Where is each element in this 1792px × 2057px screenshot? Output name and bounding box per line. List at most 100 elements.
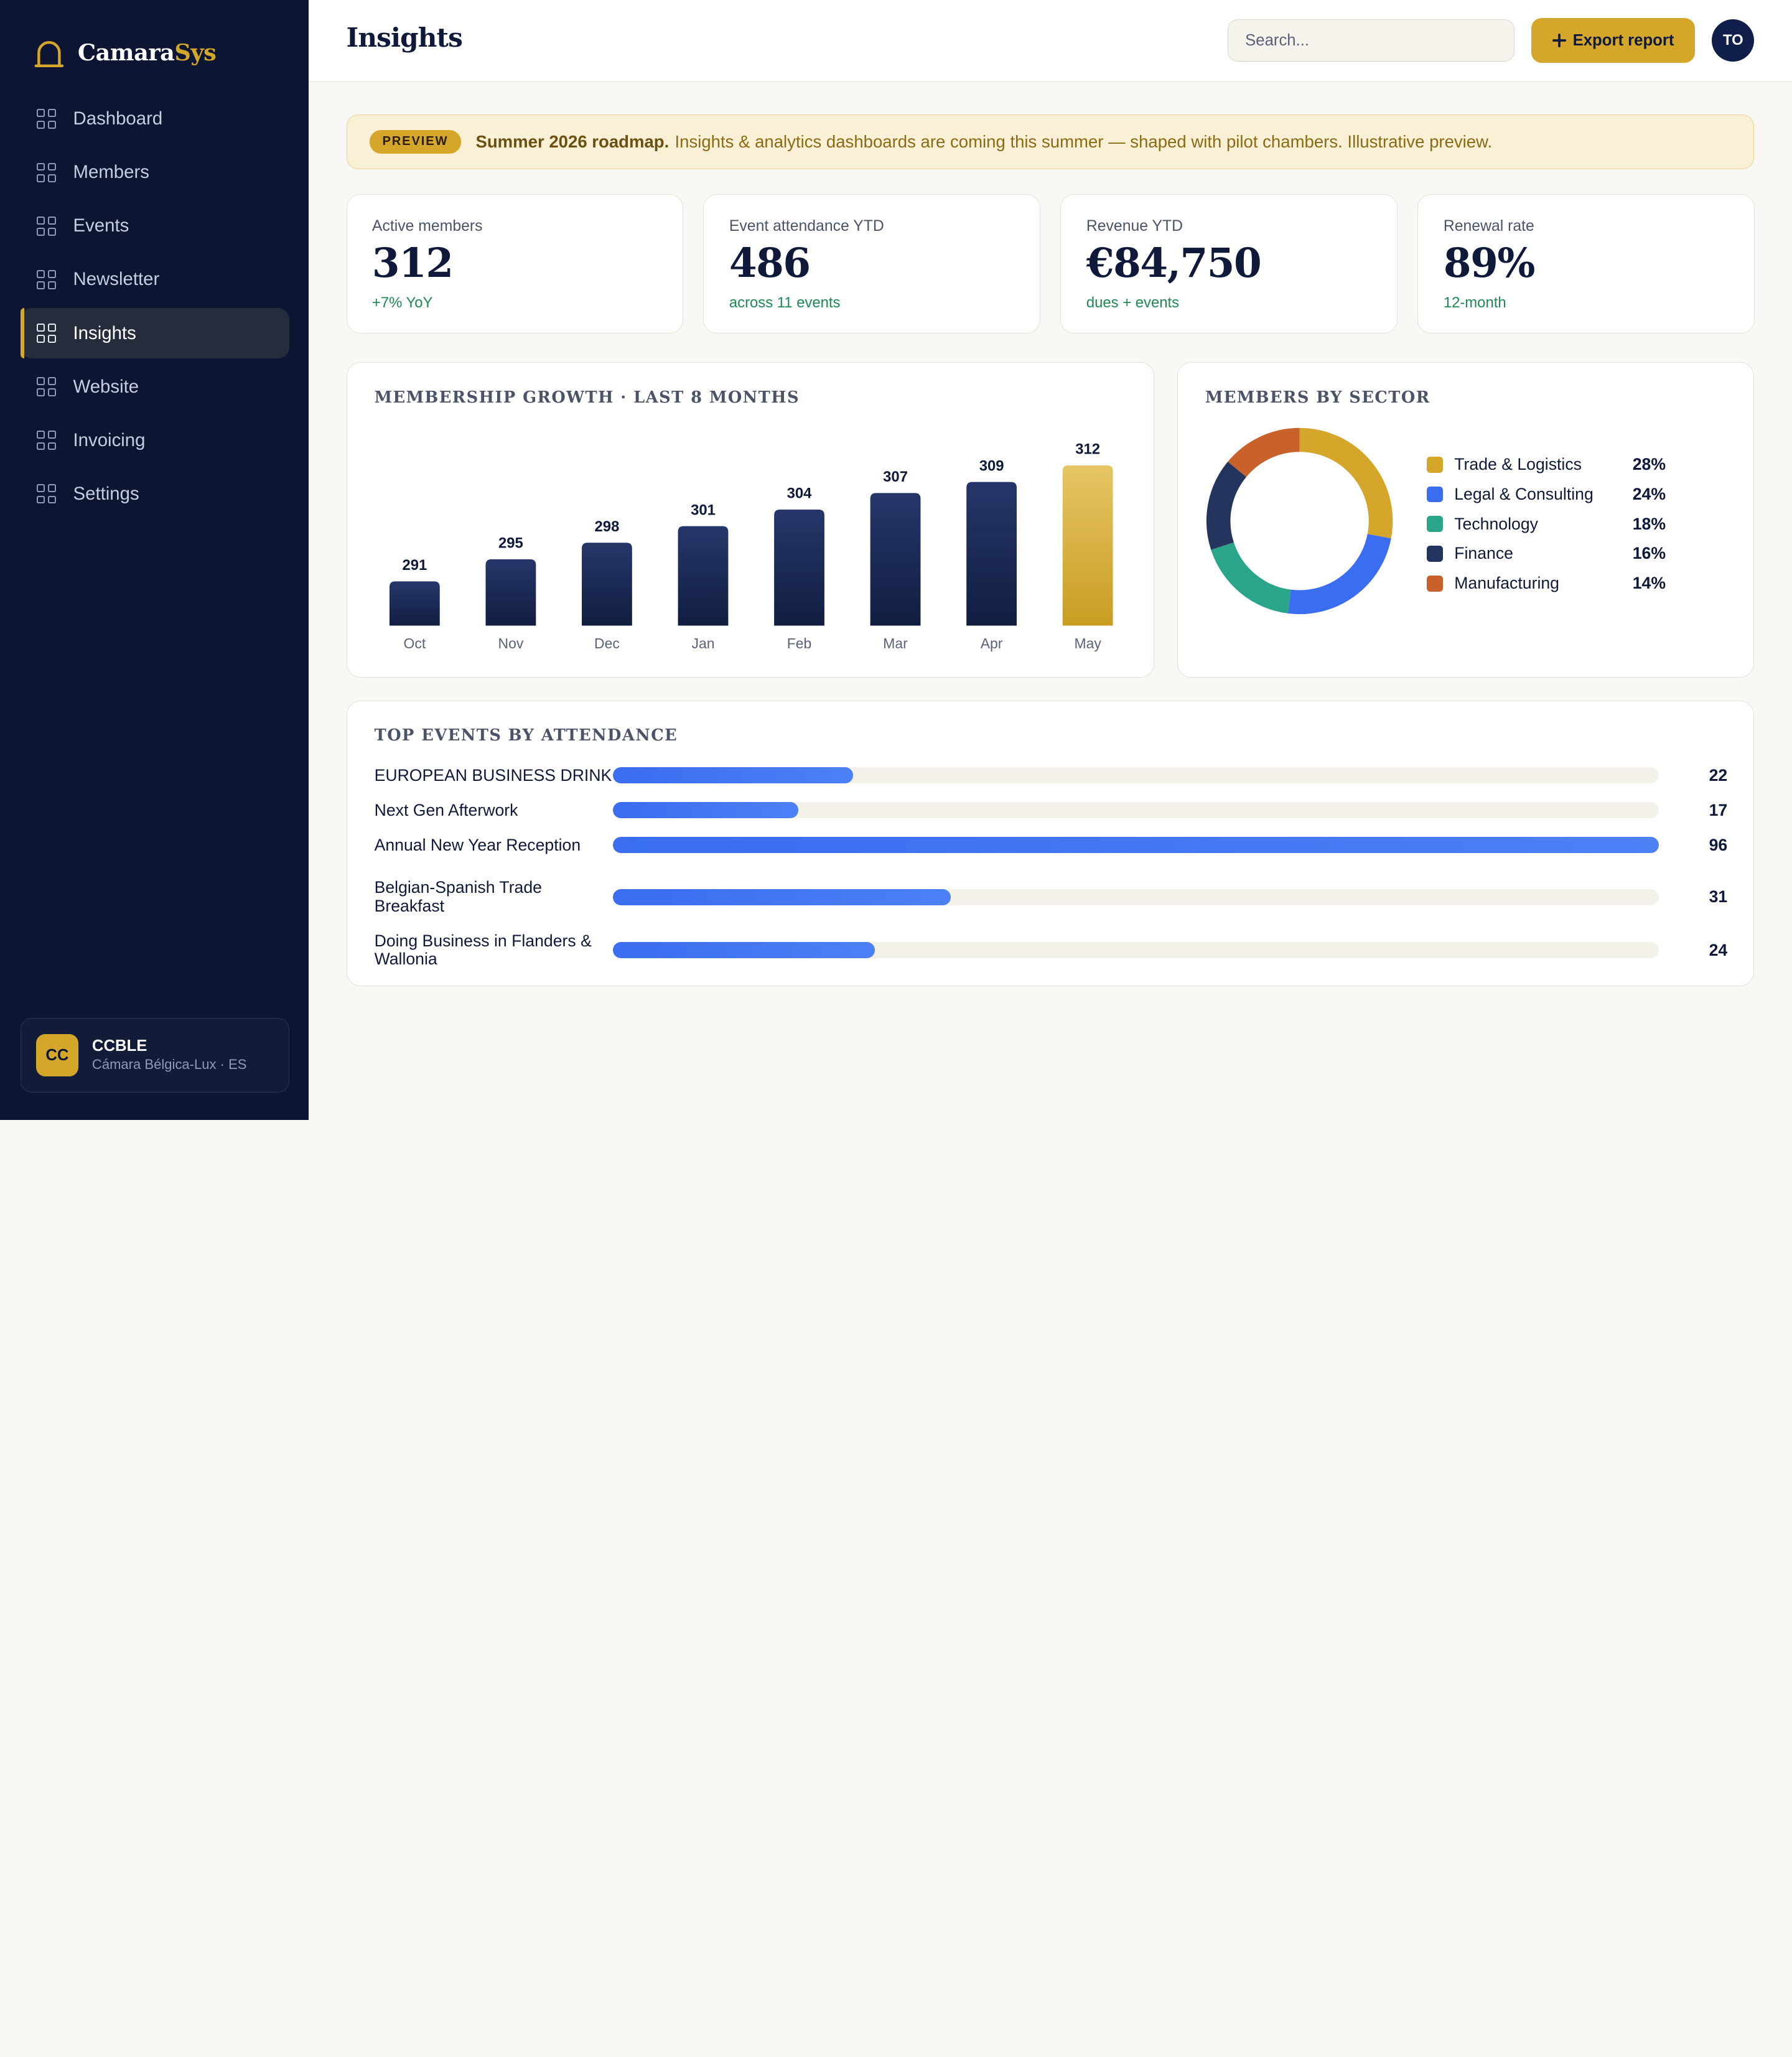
sidebar-item-newsletter[interactable]: Newsletter	[21, 254, 289, 305]
growth-bar-nov[interactable]	[485, 559, 536, 626]
donut-slice-manufacturing[interactable]	[1228, 427, 1300, 478]
legend-swatch	[1427, 516, 1443, 533]
membership-growth-chart: 291 Oct 295 Nov 298 Dec 301 Jan 304 Feb 307 Mar 309 A…	[389, 441, 1113, 651]
banner-headline: Summer 2026 roadmap.	[475, 131, 670, 151]
growth-x-tick-label: Oct	[403, 635, 426, 651]
grid-icon	[36, 323, 56, 343]
legend-item-manufacturing: Manufacturing 14%	[1427, 569, 1666, 599]
growth-bar-may[interactable]	[1062, 465, 1113, 626]
sidebar-item-members[interactable]: Members	[21, 147, 289, 198]
attendance-count: 17	[1709, 800, 1728, 819]
donut-slice-technology[interactable]	[1211, 542, 1292, 614]
legend-label: Technology	[1454, 514, 1538, 533]
grid-icon	[36, 377, 56, 397]
growth-x-tick-label: Jan	[691, 635, 714, 651]
growth-bar-feb[interactable]	[773, 510, 824, 626]
sidebar-item-label: Settings	[73, 483, 139, 504]
growth-bar-jan[interactable]	[678, 526, 728, 626]
attendance-bar	[613, 889, 951, 905]
legend-item-finance: Finance 16%	[1427, 539, 1666, 569]
attendance-bar-track	[613, 942, 1659, 959]
growth-bar-value-label: 304	[786, 485, 812, 502]
kpi-value: 89%	[1443, 240, 1536, 287]
growth-bar-mar[interactable]	[870, 493, 920, 626]
search-input[interactable]	[1227, 19, 1514, 62]
membership-growth-card: MEMBERSHIP GROWTH · LAST 8 MONTHS 291 Oct…	[346, 362, 1155, 678]
donut-slice-finance[interactable]	[1206, 462, 1247, 550]
brand-logo[interactable]: CamaraSys	[34, 34, 217, 71]
legend-percent: 28%	[1632, 455, 1666, 474]
growth-x-tick-label: Apr	[980, 635, 1002, 651]
event-row[interactable]: Doing Business in Flanders & Wallonia 24	[375, 930, 1728, 971]
export-report-button[interactable]: Export report	[1531, 18, 1695, 63]
donut-slice-trade-and-logistics[interactable]	[1299, 427, 1393, 539]
event-row[interactable]: Belgian-Spanish Trade Breakfast 31	[375, 877, 1728, 918]
membership-growth-title: MEMBERSHIP GROWTH · LAST 8 MONTHS	[374, 388, 800, 407]
kpi-delta: across 11 events	[729, 294, 841, 312]
sidebar-item-invoicing[interactable]: Invoicing	[21, 415, 289, 465]
growth-bar-dec[interactable]	[581, 543, 632, 626]
attendance-count: 96	[1709, 835, 1728, 854]
preview-badge: PREVIEW	[370, 129, 461, 154]
brand-name-accent: Sys	[174, 39, 217, 66]
attendance-bar	[613, 767, 853, 784]
growth-x-tick-label: Feb	[786, 635, 811, 651]
event-name: EUROPEAN BUSINESS DRINK	[374, 765, 612, 785]
growth-x-tick-label: Dec	[594, 635, 620, 651]
event-name: Belgian-Spanish Trade Breakfast	[374, 878, 542, 915]
sidebar-item-label: Events	[73, 215, 129, 236]
brand-name: CamaraSys	[77, 39, 217, 66]
kpi-label: Renewal rate	[1443, 217, 1534, 235]
sidebar-item-label: Dashboard	[73, 108, 163, 129]
brand-name-main: Camara	[77, 39, 175, 66]
members-by-sector-card: MEMBERS BY SECTOR Trade & Logistics 28% Le…	[1177, 362, 1755, 678]
legend-label: Legal & Consulting	[1454, 484, 1594, 503]
attendance-count: 31	[1709, 887, 1728, 907]
growth-bar-value-label: 307	[883, 469, 908, 485]
sidebar-item-events[interactable]: Events	[21, 201, 289, 251]
event-name: Next Gen Afterwork	[374, 800, 518, 819]
kpi-card-revenue-ytd: Revenue YTD €84,750 dues + events	[1060, 194, 1398, 334]
attendance-bar-track	[613, 889, 1659, 905]
event-row[interactable]: Annual New Year Reception 96	[375, 834, 1728, 857]
page-title: Insights	[346, 21, 463, 53]
attendance-bar-track	[613, 837, 1659, 854]
legend-percent: 16%	[1632, 544, 1666, 563]
legend-label: Finance	[1454, 544, 1513, 563]
sector-donut-chart	[1206, 427, 1393, 615]
legend-item-technology: Technology 18%	[1427, 509, 1666, 539]
kpi-card-active-members: Active members 312 +7% YoY	[346, 194, 684, 334]
legend-label: Trade & Logistics	[1454, 455, 1582, 474]
growth-bar-value-label: 312	[1075, 441, 1100, 458]
event-row[interactable]: EUROPEAN BUSINESS DRINK 22	[375, 764, 1728, 787]
kpi-label: Revenue YTD	[1086, 217, 1183, 235]
organization-switcher[interactable]: CC CCBLE Cámara Bélgica-Lux · ES	[21, 1018, 289, 1093]
bell-icon	[34, 40, 64, 67]
user-avatar[interactable]: TO	[1712, 19, 1755, 62]
sidebar-item-label: Newsletter	[73, 269, 160, 290]
sector-legend: Trade & Logistics 28% Legal & Consulting 24…	[1427, 450, 1666, 599]
sidebar-item-label: Members	[73, 162, 149, 183]
growth-bar-apr[interactable]	[966, 482, 1017, 626]
kpi-card-event-attendance-ytd: Event attendance YTD 486 across 11 events	[703, 194, 1041, 334]
event-row[interactable]: Next Gen Afterwork 17	[375, 799, 1728, 822]
kpi-value: 312	[371, 240, 454, 287]
top-bar: Insights Export report TO	[308, 0, 1792, 83]
sidebar-item-label: Invoicing	[73, 429, 146, 450]
legend-percent: 24%	[1632, 484, 1666, 503]
kpi-delta: 12-month	[1443, 294, 1506, 312]
growth-bar-oct[interactable]	[389, 581, 440, 626]
sidebar-nav: Dashboard Members Events Newsletter Insights…	[21, 94, 289, 523]
sidebar-item-insights[interactable]: Insights	[21, 308, 289, 358]
sidebar-item-website[interactable]: Website	[21, 361, 289, 412]
growth-bar-value-label: 291	[402, 557, 427, 574]
growth-x-tick-label: May	[1074, 635, 1101, 651]
kpi-delta: dues + events	[1086, 294, 1180, 312]
sidebar-item-dashboard[interactable]: Dashboard	[21, 94, 289, 144]
legend-swatch	[1427, 486, 1443, 503]
sidebar-item-settings[interactable]: Settings	[21, 469, 289, 519]
event-name: Annual New Year Reception	[374, 835, 581, 854]
donut-slice-legal-and-consulting[interactable]	[1287, 533, 1391, 615]
growth-bar-value-label: 295	[498, 535, 523, 552]
sidebar-item-label: Insights	[73, 322, 136, 343]
